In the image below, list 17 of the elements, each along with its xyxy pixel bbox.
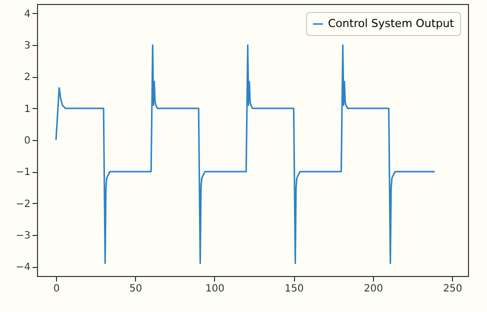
y-tick-label: −2 [16, 198, 30, 210]
x-tick-label: 100 [205, 284, 225, 294]
y-tick-label: −3 [16, 230, 30, 242]
y-tick-label: −4 [16, 262, 30, 274]
x-tick-label: 0 [53, 284, 60, 294]
y-tick-label: 4 [24, 8, 30, 20]
x-tick-label: 50 [129, 284, 142, 294]
y-tick-label: −1 [16, 167, 30, 178]
y-tick-label: 2 [24, 72, 30, 84]
y-tick-label: 0 [24, 136, 30, 146]
x-tick-label: 150 [284, 284, 304, 294]
y-tick-label: 1 [24, 104, 30, 115]
line-series [55, 44, 436, 264]
x-tick-label: 200 [364, 284, 383, 294]
legend-label: Control System Output [328, 17, 455, 30]
y-tick-label: 3 [24, 40, 30, 52]
x-tick-label: 250 [443, 284, 462, 294]
